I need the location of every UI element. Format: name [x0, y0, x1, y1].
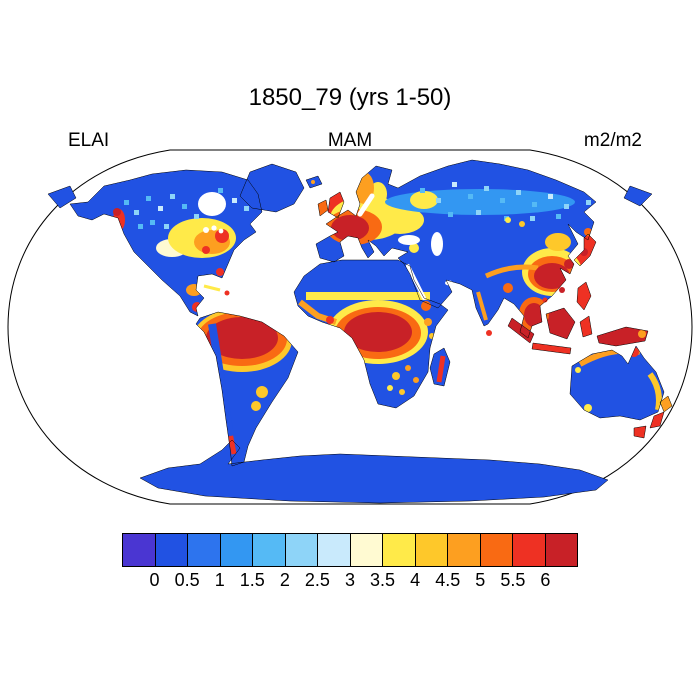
colorbar-tick-label: 1.5 — [239, 570, 265, 590]
sahel-band — [306, 292, 430, 300]
colorbar-tick-label: 1 — [214, 570, 225, 590]
colorbar-cell — [154, 533, 188, 567]
colorbar-tick-label: 4.5 — [435, 570, 461, 590]
amazon-core — [206, 317, 278, 359]
manchuria — [545, 233, 571, 251]
colorbar-cell — [252, 533, 286, 567]
colorbar-tick-label: 6 — [540, 570, 551, 590]
colorbar-tick-label: 5.5 — [500, 570, 526, 590]
congo-core — [344, 312, 412, 352]
ethiopia-highlands — [421, 301, 431, 311]
andes-strip — [208, 323, 234, 437]
colorbar-tick-label: 3.5 — [370, 570, 396, 590]
colorbar-cell — [479, 533, 513, 567]
red-sea — [406, 264, 426, 300]
units-label: m2/m2 — [583, 130, 642, 151]
caspian-sea — [431, 232, 443, 256]
colorbar-cell — [187, 533, 221, 567]
colorbar-cell — [414, 533, 448, 567]
hispaniola — [224, 290, 230, 296]
australia-east-fringe — [647, 372, 662, 411]
colorbar-cell — [447, 533, 481, 567]
colorbar-cell — [317, 533, 351, 567]
great-lakes — [203, 227, 209, 233]
baltic-sea — [357, 193, 375, 217]
colorbar-tick-label: 3 — [344, 570, 356, 590]
madagascar-east — [436, 355, 446, 383]
colorbar-cell — [122, 533, 156, 567]
colorbar-cell — [544, 533, 578, 567]
colorbar-tick-label: 5 — [475, 570, 486, 590]
sri-lanka — [486, 330, 492, 336]
indochina-core — [524, 303, 544, 327]
persian-gulf — [445, 280, 453, 286]
colorbar-cell — [284, 533, 318, 567]
colorbar-cell — [349, 533, 383, 567]
india-west-coast-fringe — [476, 291, 488, 321]
colorbar — [122, 533, 578, 567]
colorbar-tick-label: 0.5 — [174, 570, 200, 590]
colorbar-tick-label: 0 — [149, 570, 160, 590]
hudson-bay — [198, 192, 226, 216]
colorbar-tick-label: 2 — [279, 570, 290, 590]
colorbar-tick-labels: 0 0.5 1 1.5 2 2.5 3 3.5 4 4.5 5 5.5 6 — [122, 570, 578, 594]
colorbar-tick-label: 4 — [410, 570, 421, 590]
europe-core — [331, 215, 369, 241]
black-sea — [398, 235, 420, 245]
colorbar-cell — [219, 533, 253, 567]
himalaya-fringe — [484, 264, 539, 279]
taiwan — [559, 287, 565, 293]
season-label: MAM — [327, 130, 373, 151]
florida-hotspot — [216, 268, 224, 276]
hainan — [542, 297, 548, 303]
colorbar-tick-label: 2.5 — [304, 570, 330, 590]
colorbar-cell — [382, 533, 416, 567]
korea-hotspot — [564, 259, 574, 269]
cuba — [203, 284, 221, 292]
world-map — [7, 149, 693, 505]
southern-africa-speckles — [387, 365, 419, 395]
colorbar-cell — [512, 533, 546, 567]
inland-water — [198, 192, 453, 300]
variable-label: ELAI — [68, 130, 110, 151]
siberia-speckles — [420, 182, 591, 227]
small-islands — [203, 284, 565, 336]
plot-title: 1850_79 (yrs 1-50) — [248, 84, 452, 111]
